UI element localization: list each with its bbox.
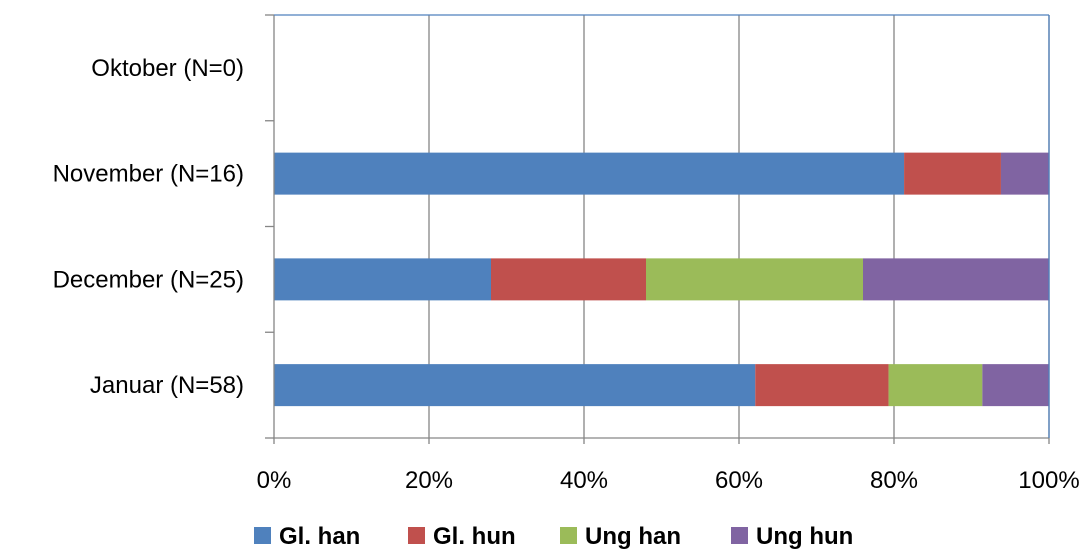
x-tick-labels: 0% 20% 40% 60% 80% 100% — [257, 467, 1080, 494]
legend-label: Ung hun — [756, 523, 853, 550]
bar-segment-ung-hun — [1000, 152, 1049, 195]
x-tick-label: 80% — [870, 467, 918, 494]
category-label: Januar (N=58) — [90, 372, 244, 399]
legend: Gl. han Gl. hun Ung han Ung hun — [254, 523, 853, 550]
bar-segment-gl-han — [274, 152, 905, 195]
category-label: December (N=25) — [53, 266, 244, 293]
category-labels: Oktober (N=0) November (N=16) December (N=… — [53, 55, 244, 399]
x-tick-label: 0% — [257, 467, 292, 494]
category-label: Oktober (N=0) — [91, 55, 244, 82]
x-tick-label: 100% — [1018, 467, 1079, 494]
bar-segment-gl-han — [274, 258, 491, 301]
legend-swatch — [408, 527, 425, 544]
bars — [274, 152, 1049, 407]
x-tick-label: 60% — [715, 467, 763, 494]
legend-swatch — [731, 527, 748, 544]
bar-segment-gl-hun — [491, 258, 646, 301]
bar-segment-ung-han — [888, 364, 983, 407]
legend-label: Gl. hun — [433, 523, 516, 550]
bar-segment-gl-hun — [904, 152, 1001, 195]
bar-segment-ung-hun — [982, 364, 1049, 407]
bar-segment-gl-hun — [755, 364, 889, 407]
bar-segment-gl-han — [274, 364, 756, 407]
legend-label: Ung han — [585, 523, 681, 550]
axes — [265, 14, 1050, 444]
category-label: November (N=16) — [53, 161, 244, 188]
bar-segment-ung-han — [646, 258, 863, 301]
x-tick-label: 40% — [560, 467, 608, 494]
legend-swatch — [560, 527, 577, 544]
legend-label: Gl. han — [279, 523, 360, 550]
x-tick-label: 20% — [405, 467, 453, 494]
bar-segment-ung-hun — [863, 258, 1049, 301]
legend-swatch — [254, 527, 271, 544]
